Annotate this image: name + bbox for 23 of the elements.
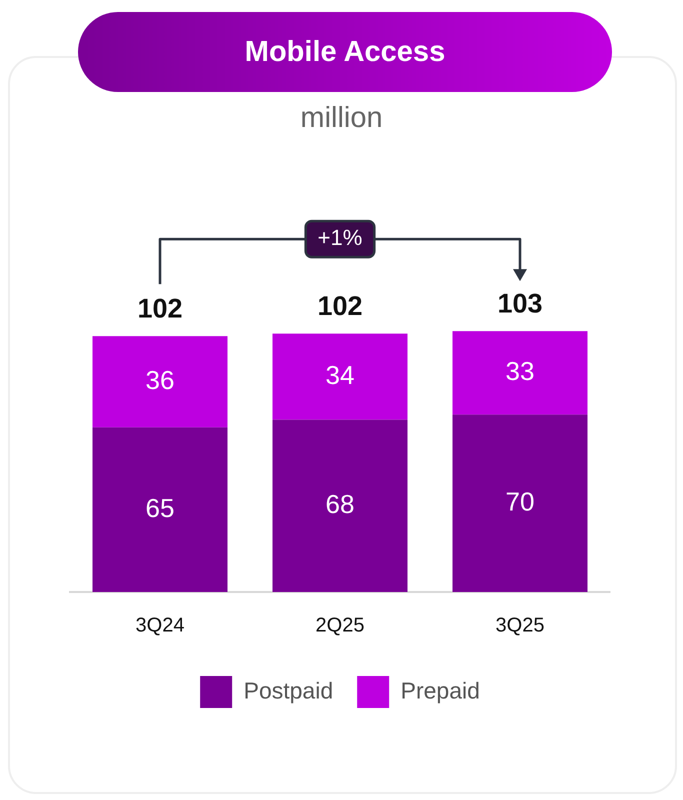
x-tick-label: 2Q25 bbox=[316, 614, 364, 637]
data-label: 33 bbox=[506, 356, 534, 386]
total-label: 103 bbox=[497, 288, 543, 319]
bar bbox=[272, 334, 408, 420]
bar bbox=[452, 331, 588, 415]
total-label: 102 bbox=[137, 294, 183, 324]
data-label: 65 bbox=[146, 492, 174, 523]
bar bbox=[92, 336, 228, 428]
data-label: 68 bbox=[326, 489, 354, 520]
data-label: 70 bbox=[506, 486, 534, 517]
total-label: 102 bbox=[317, 291, 363, 322]
x-tick-label: 3Q25 bbox=[496, 614, 544, 637]
chart-title: Mobile Access bbox=[78, 12, 612, 92]
data-label: 36 bbox=[146, 364, 174, 395]
chart-subtitle: million bbox=[299, 102, 384, 135]
text: +1% bbox=[318, 225, 362, 250]
data-label: 34 bbox=[326, 360, 354, 390]
legend-label: Prepaid bbox=[400, 677, 480, 704]
bar bbox=[92, 427, 228, 592]
bar bbox=[272, 420, 408, 592]
x-tick-label: 3Q24 bbox=[136, 614, 184, 637]
bar bbox=[452, 414, 588, 592]
legend-label: Postpaid bbox=[244, 677, 334, 704]
